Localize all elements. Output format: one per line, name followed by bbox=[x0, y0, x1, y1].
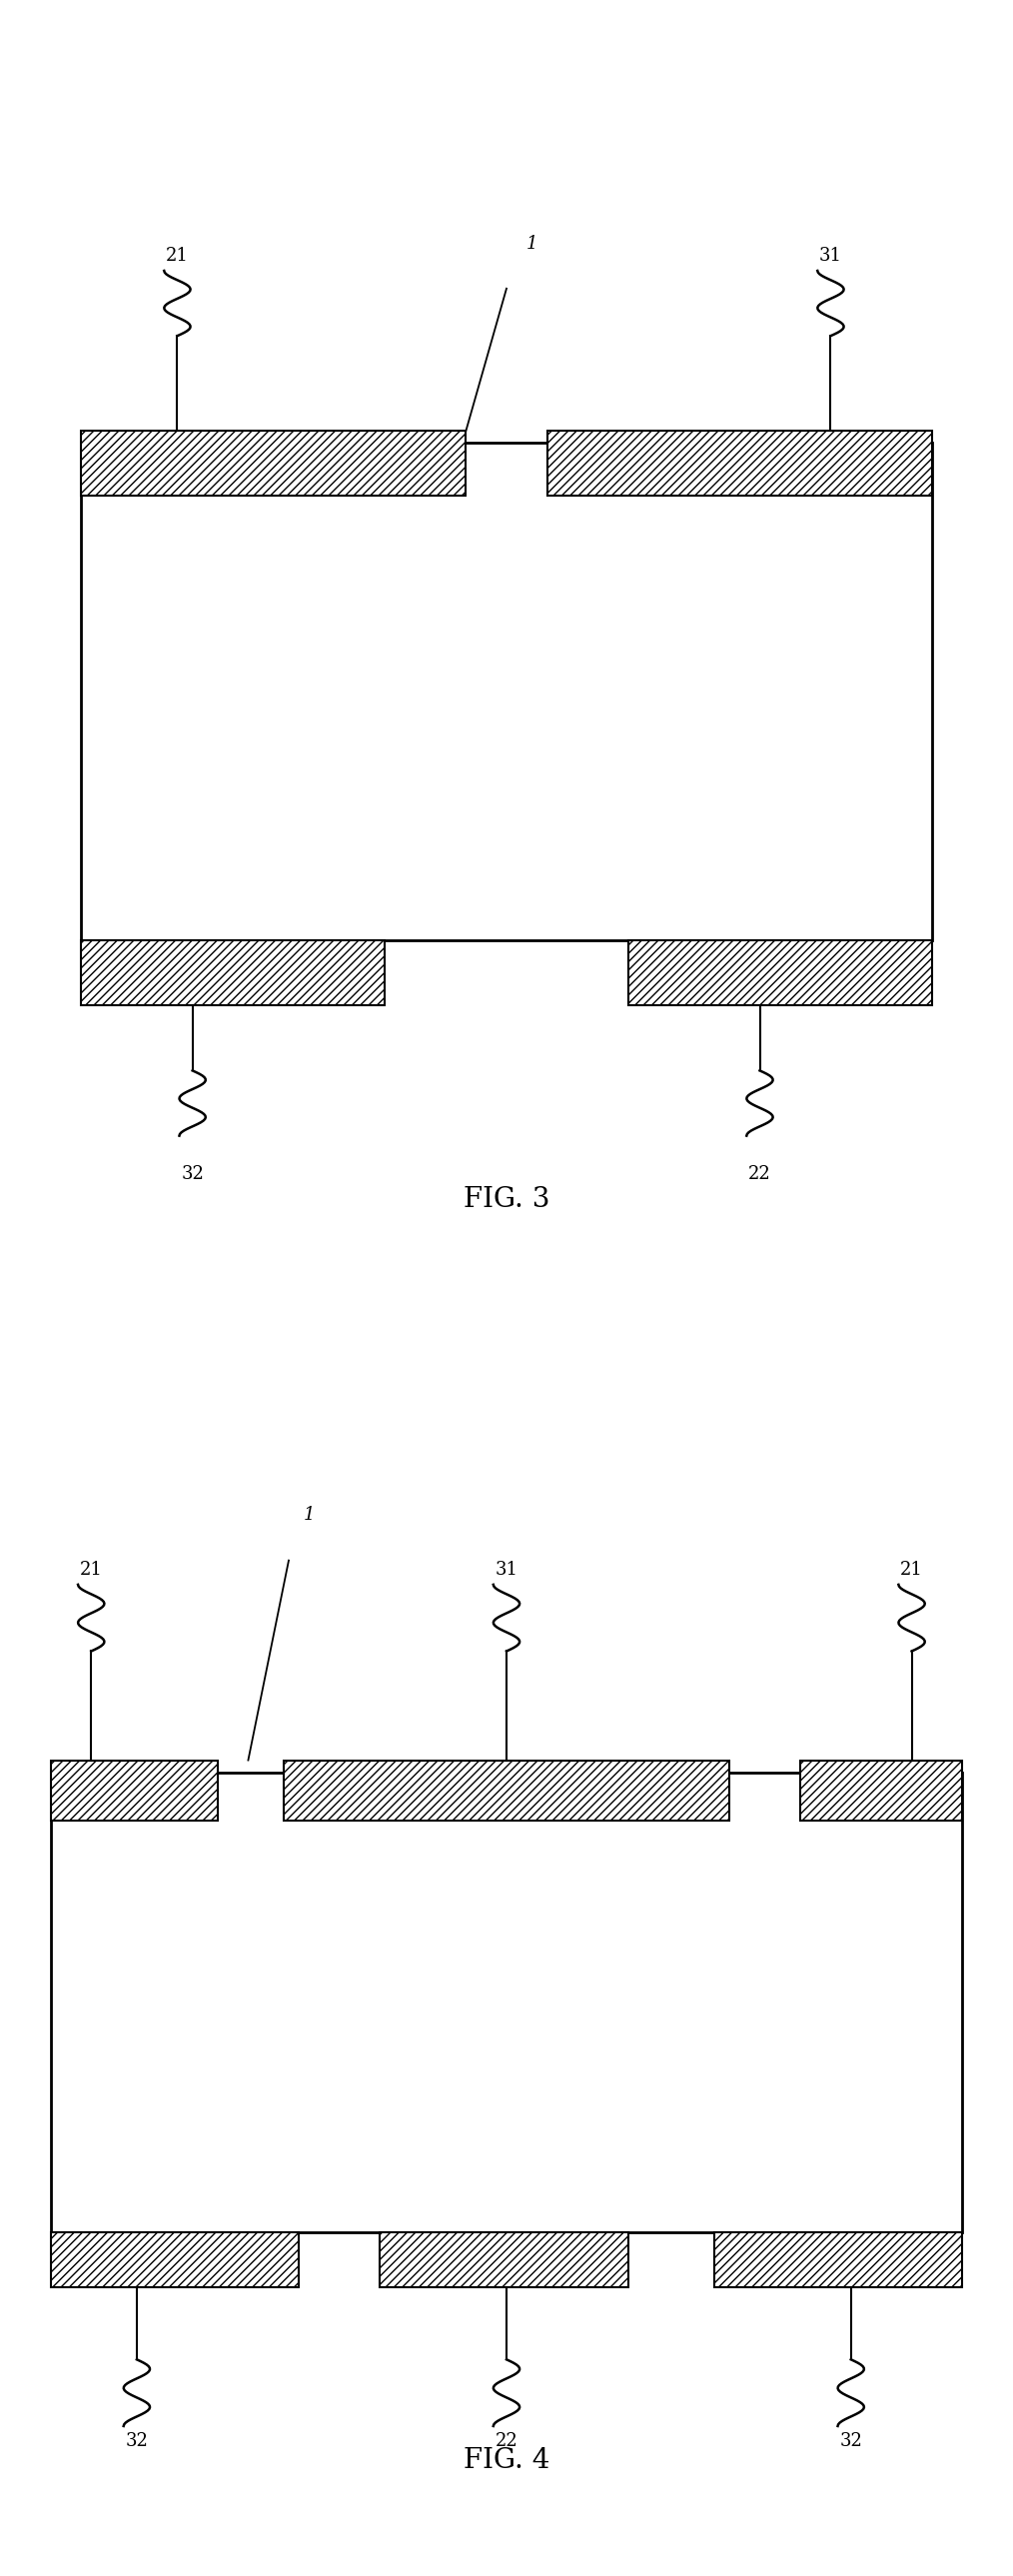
Text: 21: 21 bbox=[166, 247, 188, 265]
Text: 1: 1 bbox=[303, 1507, 315, 1525]
Text: 21: 21 bbox=[80, 1561, 102, 1579]
Text: FIG. 3: FIG. 3 bbox=[463, 1185, 550, 1213]
Bar bbox=[714, 2233, 962, 2287]
Text: 31: 31 bbox=[495, 1561, 518, 1579]
Bar bbox=[81, 940, 385, 1005]
Text: 1: 1 bbox=[526, 234, 538, 252]
Text: 31: 31 bbox=[820, 247, 842, 265]
Text: 32: 32 bbox=[840, 2432, 862, 2450]
Bar bbox=[800, 1759, 962, 1821]
Bar bbox=[51, 1772, 962, 2233]
Bar bbox=[81, 443, 932, 940]
Text: FIG. 4: FIG. 4 bbox=[463, 2447, 550, 2476]
Bar bbox=[547, 430, 932, 495]
Text: 22: 22 bbox=[749, 1164, 771, 1182]
Bar bbox=[628, 940, 932, 1005]
Text: 32: 32 bbox=[126, 2432, 148, 2450]
Bar bbox=[380, 2233, 628, 2287]
Text: 22: 22 bbox=[495, 2432, 518, 2450]
Text: 21: 21 bbox=[901, 1561, 923, 1579]
Bar bbox=[51, 2233, 299, 2287]
Text: 32: 32 bbox=[181, 1164, 204, 1182]
Bar bbox=[284, 1759, 729, 1821]
Bar bbox=[81, 430, 466, 495]
Bar bbox=[51, 1759, 218, 1821]
